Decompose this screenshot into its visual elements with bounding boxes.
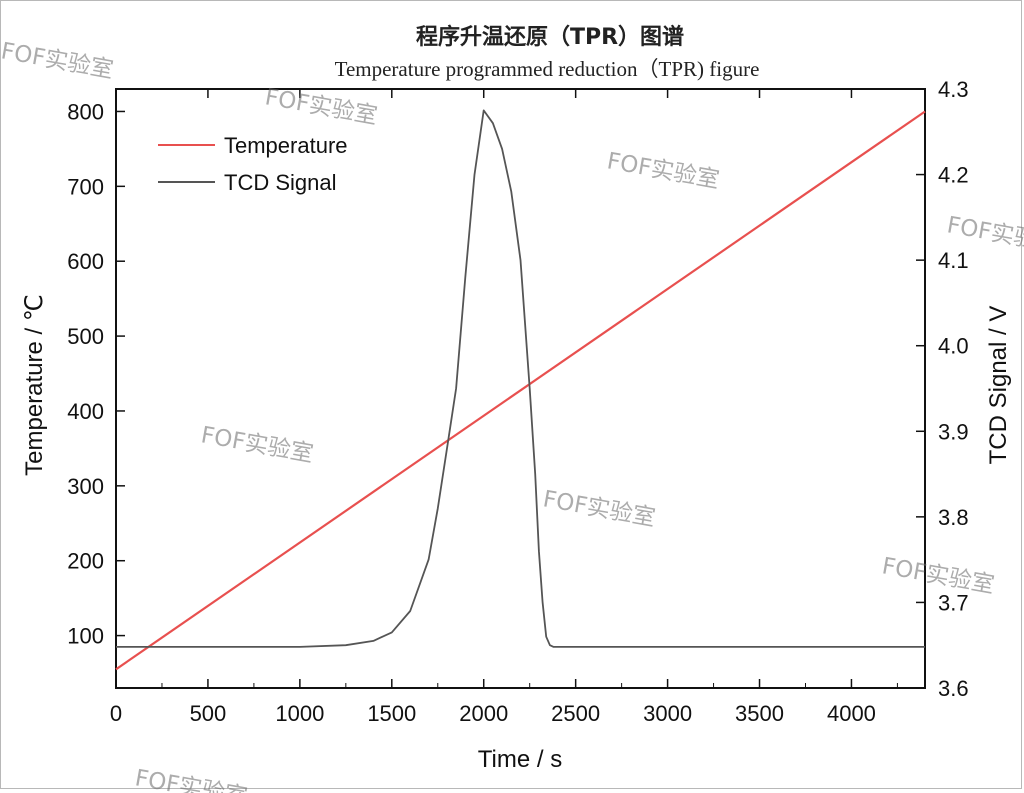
y-axis-label: Temperature / ℃ [21, 294, 48, 476]
watermark: FOF实验室 [605, 148, 721, 193]
y2-tick-label: 4.0 [938, 334, 969, 359]
y-tick-label: 400 [67, 399, 104, 424]
y-tick-label: 100 [67, 624, 104, 649]
x-axis-label: Time / s [478, 746, 562, 773]
legend-label-tcd-signal: TCD Signal [224, 170, 336, 195]
y2-tick-label: 3.8 [938, 505, 969, 530]
y-tick-label: 600 [67, 249, 104, 274]
y2-axis-label: TCD Signal / V [985, 306, 1012, 465]
watermark: FOF实验室 [541, 486, 657, 531]
x-tick-label: 2000 [459, 701, 508, 726]
watermark: FOF实验室 [0, 38, 115, 83]
x-tick-label: 0 [110, 701, 122, 726]
chart-title: 程序升温还原（TPR）图谱 [416, 24, 684, 50]
watermark: FOF实验室 [199, 422, 315, 467]
x-tick-label: 1500 [367, 701, 416, 726]
y-tick-label: 200 [67, 549, 104, 574]
y-tick-label: 300 [67, 474, 104, 499]
y2-tick-label: 3.6 [938, 676, 969, 701]
chart-subtitle: Temperature programmed reduction（TPR) fi… [335, 57, 760, 81]
y-tick-label: 500 [67, 324, 104, 349]
y2-tick-label: 4.1 [938, 248, 969, 273]
legend-label-temperature: Temperature [224, 133, 348, 158]
legend: Temperature TCD Signal [158, 133, 348, 195]
watermark-layer: FOF实验室 FOF实验室 FOF实验室 FOF实验室 FOF实验室 FOF实验… [0, 38, 1024, 793]
y2-tick-label: 3.9 [938, 419, 969, 444]
watermark: FOF实验室 [133, 765, 249, 793]
watermark: FOF实验室 [263, 84, 379, 129]
axes-layer: 0 500 1000 1500 2000 2500 3000 3500 4000 100 200 30… [67, 77, 968, 726]
y-tick-label: 800 [67, 99, 104, 124]
x-tick-label: 500 [190, 701, 227, 726]
x-tick-label: 2500 [551, 701, 600, 726]
series-line-tcd-signal [116, 109, 925, 648]
x-tick-label: 3000 [643, 701, 692, 726]
x-tick-label: 4000 [827, 701, 876, 726]
series-layer [115, 109, 926, 671]
y2-tick-label: 4.2 [938, 163, 969, 188]
y2-tick-label: 4.3 [938, 77, 969, 102]
y-tick-label: 700 [67, 174, 104, 199]
x-tick-label: 1000 [275, 701, 324, 726]
series-line-temperature [115, 110, 926, 671]
x-tick-label: 3500 [735, 701, 784, 726]
y2-tick-label: 3.7 [938, 590, 969, 615]
plot-area-border [115, 88, 926, 689]
